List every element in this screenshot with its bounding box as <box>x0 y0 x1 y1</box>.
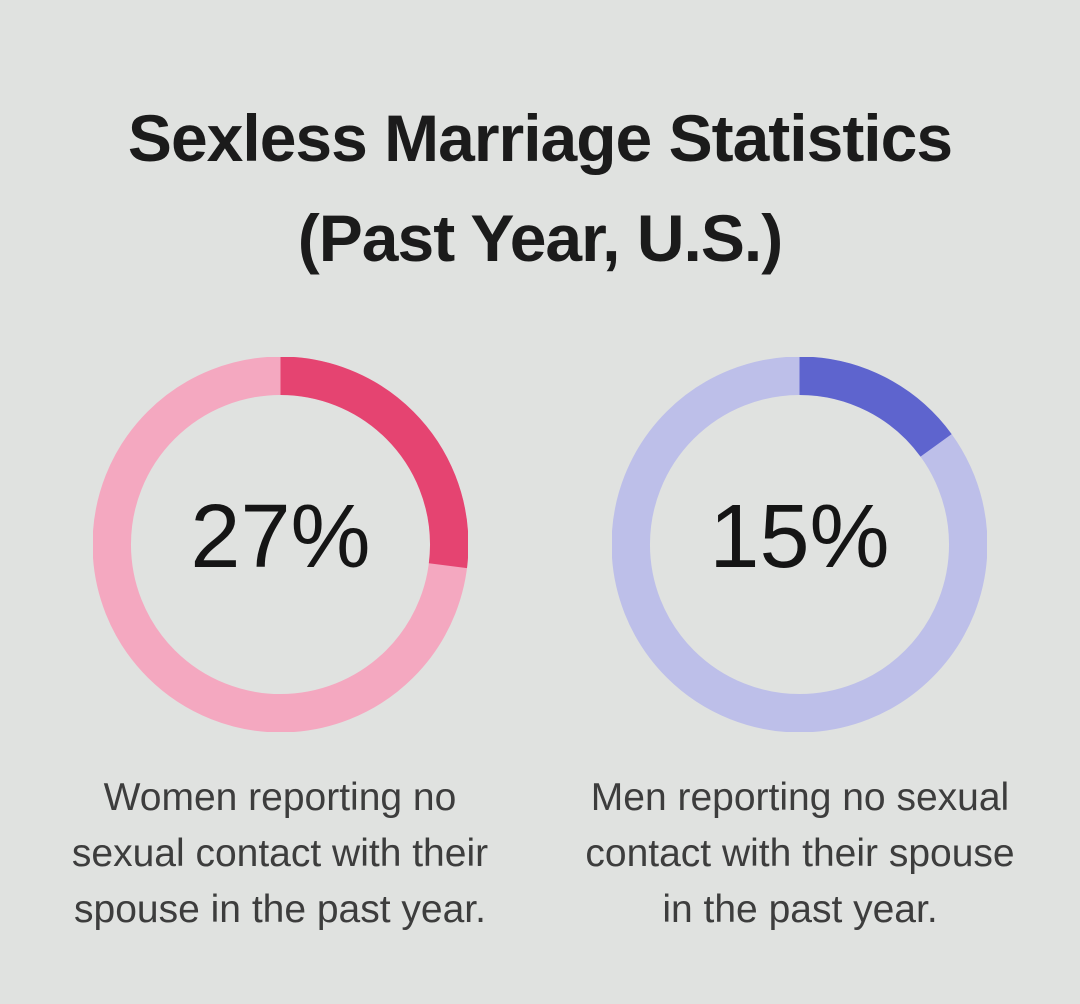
donut-segment <box>612 357 987 732</box>
percent-label-men: 15% <box>709 487 890 587</box>
donut-segment <box>93 357 468 732</box>
page-title-line1: Sexless Marriage Statistics <box>127 101 953 175</box>
donut-chart-men: 15% <box>612 357 987 732</box>
percent-label-women: 27% <box>190 487 371 587</box>
donut-svg-men <box>612 357 987 732</box>
page-title: Sexless Marriage Statistics (Past Year, … <box>0 88 1080 288</box>
page-title-line2: (Past Year, U.S.) <box>297 201 783 275</box>
donut-svg-women <box>93 357 468 732</box>
donut-chart-women: 27% <box>93 357 468 732</box>
caption-women: Women reporting no sexual contact with t… <box>71 776 489 931</box>
caption-men: Men reporting no sexual contact with the… <box>585 776 1015 931</box>
